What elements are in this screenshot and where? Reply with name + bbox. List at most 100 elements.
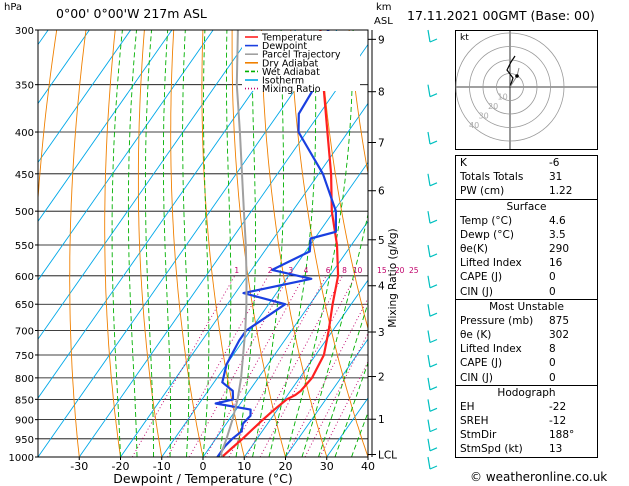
hodograph-ring-label: 40 bbox=[469, 121, 479, 130]
km-tick-label: 4 bbox=[378, 281, 385, 293]
surface-value: 3.5 bbox=[549, 228, 566, 241]
wet-adiabat-line bbox=[268, 30, 317, 457]
surface-value: 16 bbox=[549, 257, 563, 270]
isotherm-line bbox=[38, 30, 173, 223]
surface-label: Temp (°C) bbox=[460, 214, 513, 227]
mixing-ratio-line bbox=[285, 297, 368, 457]
mixing-ratio-label: 15 bbox=[377, 266, 387, 275]
legend-label: Wet Adiabat bbox=[262, 67, 320, 78]
hodograph-stat-row: SREH -12 bbox=[456, 414, 597, 428]
dry-adiabat-line bbox=[137, 30, 163, 457]
km-tick-label: 8 bbox=[378, 87, 385, 99]
surface-label: Lifted Index bbox=[460, 257, 522, 270]
surface-label: Dewp (°C) bbox=[460, 228, 514, 241]
km-tick-label: 6 bbox=[378, 186, 385, 198]
wind-barb-flag bbox=[429, 219, 438, 224]
isotherm-line bbox=[0, 30, 7, 457]
temperature-series-line bbox=[221, 30, 340, 457]
pressure-tick-label: 550 bbox=[15, 241, 34, 252]
wind-barb-flag bbox=[429, 312, 438, 317]
dry-adiabat-line bbox=[612, 30, 629, 457]
most-unstable-row: Pressure (mb) 875 bbox=[456, 314, 597, 328]
hodograph-stat-row: StmSpd (kt) 13 bbox=[456, 442, 597, 456]
mixing-ratio-label: 4 bbox=[304, 266, 309, 275]
dry-adiabat-line bbox=[260, 30, 328, 457]
mixing-ratio-label: 25 bbox=[409, 266, 419, 275]
surface-value: 0 bbox=[549, 271, 556, 284]
wet-adiabat-line bbox=[144, 30, 154, 457]
datetime-label: 17.11.2021 00GMT (Base: 00) bbox=[407, 8, 595, 23]
wind-barb bbox=[427, 211, 431, 224]
mixing-ratio-label: 20 bbox=[395, 266, 405, 275]
surface-label: θe(K) bbox=[460, 243, 488, 256]
temperature-tick-label: -20 bbox=[112, 460, 130, 473]
legend-label: Dewpoint bbox=[262, 41, 307, 52]
copyright-label: © weatheronline.co.uk bbox=[470, 470, 608, 484]
legend-label: Mixing Ratio bbox=[262, 84, 321, 95]
index-row: Totals Totals 31 bbox=[456, 170, 597, 184]
isotherm-line bbox=[243, 279, 368, 457]
hodograph-ring bbox=[469, 46, 551, 128]
most-unstable-value: 8 bbox=[549, 343, 556, 356]
pressure-tick-label: 700 bbox=[15, 327, 34, 338]
surface-row: Temp (°C) 4.6 bbox=[456, 214, 597, 228]
most-unstable-label: θe (K) bbox=[460, 329, 492, 342]
wind-barb-flag bbox=[429, 407, 438, 412]
km-tick-label: 5 bbox=[378, 235, 385, 247]
wet-adiabat-line bbox=[252, 30, 284, 457]
legend-label: Temperature bbox=[261, 33, 322, 44]
wind-barb-flag bbox=[429, 93, 438, 98]
temperature-tick-label: 30 bbox=[320, 460, 334, 473]
wind-barb bbox=[427, 29, 431, 43]
hodograph-stat-label: StmSpd (kt) bbox=[460, 443, 523, 456]
isotherm-line bbox=[38, 30, 132, 164]
mixing-ratio-line bbox=[131, 275, 236, 457]
pressure-tick-label: 850 bbox=[15, 395, 34, 406]
wind-barb-flag bbox=[429, 428, 438, 433]
km-tick-label: 9 bbox=[378, 34, 385, 46]
index-label: PW (cm) bbox=[460, 185, 505, 198]
most-unstable-label: CAPE (J) bbox=[460, 357, 503, 370]
mixing-ratio-label: 10 bbox=[353, 266, 363, 275]
legend-label: Dry Adiabat bbox=[262, 58, 319, 69]
wind-barb-flag bbox=[429, 284, 438, 289]
dry-adiabat-line bbox=[38, 30, 58, 457]
hodograph-ring-label: 10 bbox=[498, 93, 508, 102]
km-axis-title: km bbox=[376, 2, 392, 13]
wet-adiabat-line bbox=[202, 30, 210, 457]
hodograph-stat-row: StmDir 188° bbox=[456, 428, 597, 442]
hodograph-ring bbox=[455, 32, 565, 142]
hodograph-trace bbox=[506, 55, 516, 88]
hodograph-stat-label: EH bbox=[460, 400, 475, 413]
legend-label: Parcel Trajectory bbox=[262, 50, 341, 61]
isotherm-line bbox=[202, 220, 368, 457]
dry-adiabat-line bbox=[319, 30, 368, 331]
hodograph-table-title: Hodograph bbox=[497, 386, 556, 399]
isotherm-line bbox=[38, 30, 297, 399]
hodograph-stat-row: EH -22 bbox=[456, 400, 597, 414]
dry-adiabat-line bbox=[69, 30, 87, 457]
pressure-tick-label: 750 bbox=[15, 351, 34, 362]
wind-barb bbox=[427, 244, 431, 258]
surface-title: Surface bbox=[506, 200, 547, 213]
index-value: -6 bbox=[549, 157, 560, 169]
most-unstable-value: 0 bbox=[549, 357, 556, 370]
pressure-tick-label: 650 bbox=[15, 300, 34, 311]
isotherm-line bbox=[285, 338, 368, 457]
wind-barb bbox=[427, 173, 431, 186]
hodograph-stat-value: -12 bbox=[549, 415, 567, 428]
wind-barb-flag bbox=[429, 338, 438, 344]
km-tick-label: 3 bbox=[378, 327, 385, 339]
isotherm-line bbox=[38, 30, 214, 281]
wind-barb bbox=[427, 275, 431, 288]
mixing-ratio-line bbox=[189, 275, 290, 457]
most-unstable-row: CIN (J) 0 bbox=[456, 371, 597, 385]
wind-barb-flag bbox=[429, 447, 438, 452]
most-unstable-value: 0 bbox=[549, 371, 556, 384]
pressure-tick-label: 800 bbox=[15, 374, 34, 385]
km-tick-label: LCL bbox=[378, 450, 397, 462]
index-label: Totals Totals bbox=[460, 171, 524, 184]
index-label: K bbox=[460, 157, 467, 169]
index-value: 31 bbox=[549, 171, 563, 184]
